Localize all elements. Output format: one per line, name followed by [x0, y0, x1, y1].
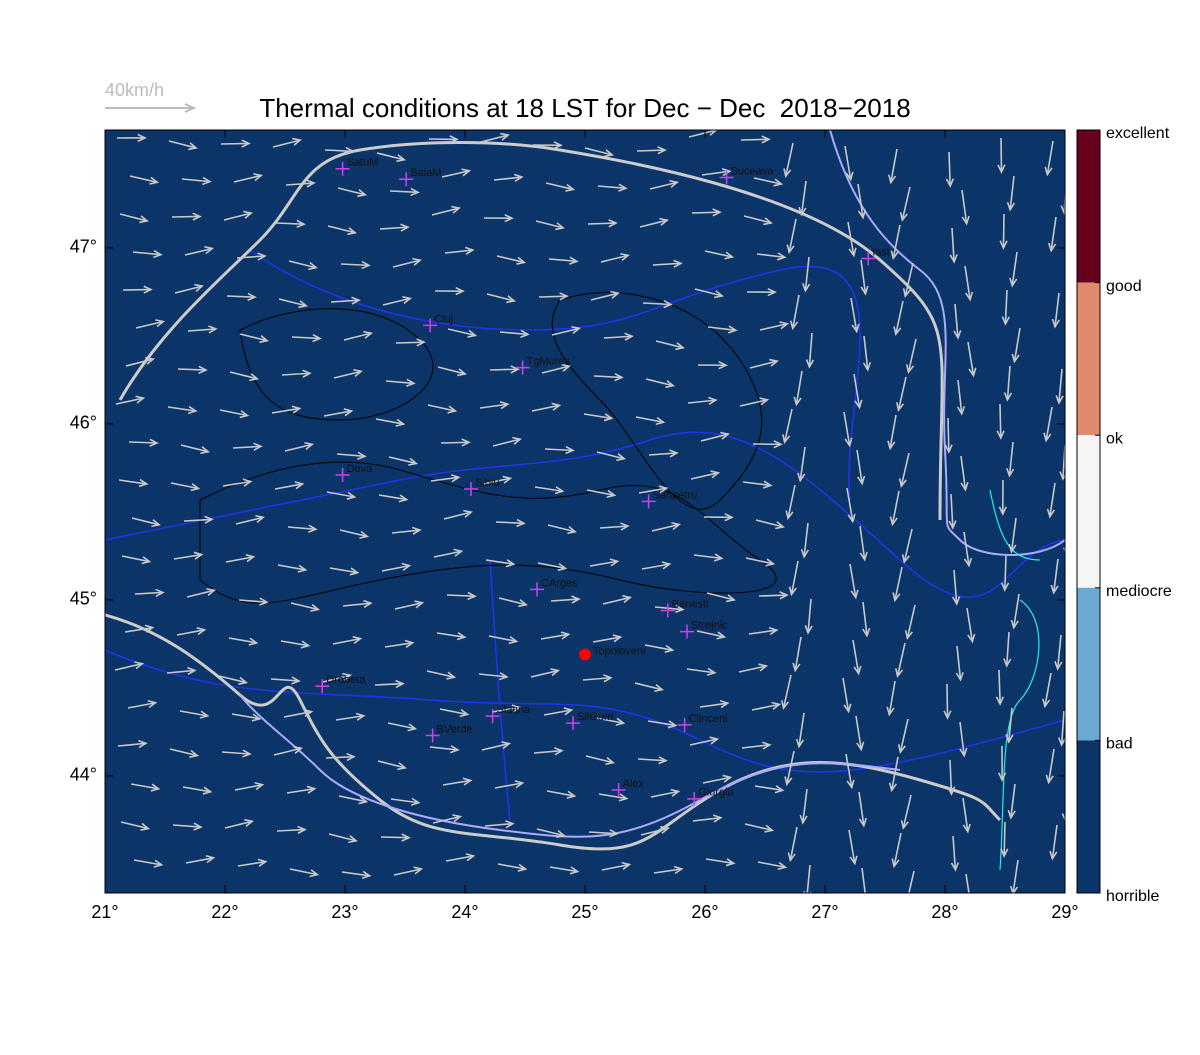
city-label: Cluj: [434, 313, 453, 325]
y-tick-label: 47°: [70, 237, 97, 257]
city-label: Slatina: [497, 704, 532, 716]
site-marker: [579, 649, 591, 661]
city-label: SilGum: [577, 711, 613, 723]
wind-arrow: [1066, 863, 1073, 897]
x-tick-label: 22°: [211, 902, 238, 922]
city-label: CArges: [541, 577, 578, 589]
colorbar-label: horrible: [1106, 888, 1159, 905]
x-tick-label: 25°: [571, 902, 598, 922]
city-label: Sibiu: [475, 477, 499, 489]
wind-scale-arrow: [105, 104, 194, 112]
y-tick-label: 45°: [70, 589, 97, 609]
colorbar-segment: [1077, 740, 1100, 893]
x-tick-label: 29°: [1051, 902, 1078, 922]
city-label: Alex: [623, 778, 645, 790]
city-label: Deva: [347, 463, 374, 475]
colorbar-segment: [1077, 283, 1100, 436]
city-label: Banesti: [672, 598, 709, 610]
x-tick-label: 27°: [811, 902, 838, 922]
wind-arrow: [1068, 597, 1075, 631]
map-background: [105, 130, 1065, 893]
x-tick-label: 21°: [91, 902, 118, 922]
city-label: SatuM: [347, 157, 379, 169]
colorbar-label: excellent: [1106, 125, 1170, 142]
city-label: Clinceni: [689, 713, 728, 725]
colorbar-segment: [1077, 588, 1100, 741]
x-tick-label: 24°: [451, 902, 478, 922]
x-tick-label: 23°: [331, 902, 358, 922]
city-label: BaiaM: [410, 167, 441, 179]
title: Thermal conditions at 18 LST for Dec − D…: [259, 93, 910, 123]
city-label: Iasi: [872, 246, 889, 258]
city-label: Giurgiu: [698, 787, 733, 799]
y-tick-label: 46°: [70, 413, 97, 433]
x-tick-label: 28°: [931, 902, 958, 922]
city-label: Strejnic: [691, 620, 728, 632]
city-label: Suceava: [731, 165, 775, 177]
colorbar-segment: [1077, 435, 1100, 588]
colorbar-segment: [1077, 130, 1100, 283]
colorbar-label: mediocre: [1106, 583, 1172, 600]
x-tick-label: 26°: [691, 902, 718, 922]
city-label: Sanpetru: [653, 489, 698, 501]
colorbar-label: bad: [1106, 736, 1133, 753]
city-label: BVerde: [437, 723, 473, 735]
site-label: Topoloveni: [593, 645, 646, 657]
wind-scale-label: 40km/h: [105, 80, 164, 100]
colorbar-label: ok: [1106, 430, 1124, 447]
colorbar-label: good: [1106, 278, 1142, 295]
y-tick-label: 44°: [70, 765, 97, 785]
wind-arrow: [1069, 331, 1076, 365]
wind-arrow: [1065, 255, 1072, 289]
city-label: TgMures: [527, 356, 571, 368]
city-label: Drobeta: [326, 674, 366, 686]
